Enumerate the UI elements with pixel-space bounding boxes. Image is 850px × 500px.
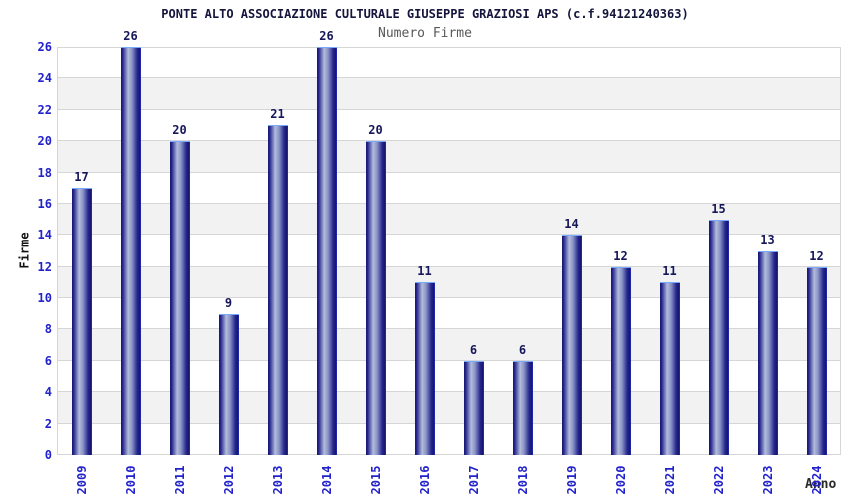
y-tick-label: 18 <box>37 165 52 180</box>
gridline <box>57 265 841 267</box>
x-tick-label: 2018 <box>515 465 530 495</box>
plot-band <box>57 109 841 142</box>
y-axis-title: Firme <box>17 232 32 269</box>
bar-value-label: 15 <box>711 201 726 216</box>
x-tick-label: 2021 <box>662 465 677 495</box>
y-tick-label: 20 <box>37 134 52 149</box>
bar-2016 <box>414 282 435 455</box>
x-tick-label: 2024 <box>809 465 824 495</box>
x-axis-title: Anno <box>805 477 837 492</box>
bar-2010 <box>120 47 141 455</box>
bar-2014 <box>316 47 337 455</box>
gridline <box>57 77 841 79</box>
bar-value-label: 6 <box>469 342 478 357</box>
bar-value-label: 26 <box>319 29 334 43</box>
y-tick-label: 16 <box>37 196 52 211</box>
plot-band <box>57 47 841 79</box>
gridline <box>57 171 841 173</box>
bar-2013 <box>267 125 288 455</box>
x-tick-label: 2016 <box>417 465 432 495</box>
x-tick-label: 2009 <box>74 465 89 495</box>
x-tick-label: 2013 <box>270 465 285 495</box>
gridline <box>57 108 841 110</box>
plot-frame <box>57 47 841 455</box>
gridline <box>57 140 841 142</box>
plot-area: 17 26 20 9 21 26 20 11 6 6 14 12 11 15 13 12 <box>57 29 841 455</box>
bar-2019 <box>561 235 582 455</box>
gridline <box>57 297 841 299</box>
bar-2023 <box>757 251 778 455</box>
y-tick-label: 26 <box>37 40 52 54</box>
bar-value-label: 20 <box>172 123 187 138</box>
bar-value-label: 6 <box>518 342 527 357</box>
bar-value-label: 11 <box>417 264 432 279</box>
bar-2009 <box>71 188 92 455</box>
bar-value-label: 20 <box>368 123 383 138</box>
gridline <box>57 391 841 393</box>
y-tick-label: 8 <box>44 322 52 337</box>
bar-value-label: 12 <box>613 248 628 263</box>
x-tick-label: 2010 <box>123 465 138 495</box>
plot-band <box>57 78 841 110</box>
x-tick-label: 2015 <box>368 465 383 495</box>
bar-2020 <box>610 266 631 455</box>
y-tick-label: 24 <box>37 71 52 86</box>
bar-value-label: 13 <box>760 233 775 247</box>
x-tick-label: 2017 <box>466 465 481 495</box>
y-tick-label: 12 <box>37 259 52 274</box>
y-tick-label: 0 <box>44 448 52 462</box>
y-tick-label: 2 <box>44 416 52 431</box>
bar-value-label: 11 <box>662 264 677 279</box>
gridline <box>57 422 841 424</box>
y-tick-label: 22 <box>37 102 52 117</box>
bar-2011 <box>169 141 190 455</box>
bar-2022 <box>708 219 729 455</box>
gridline <box>57 202 841 204</box>
x-tick-label: 2014 <box>319 465 334 495</box>
x-tick-label: 2020 <box>613 465 628 495</box>
y-tick-label: 4 <box>44 385 52 400</box>
bar-2015 <box>365 141 386 455</box>
x-tick-label: 2019 <box>564 465 579 495</box>
y-tick-label: 10 <box>37 291 52 306</box>
chart-subtitle: Numero Firme <box>378 26 472 41</box>
x-tick-label: 2022 <box>711 465 726 495</box>
bar-value-label: 26 <box>123 29 138 43</box>
bar-value-label: 14 <box>564 217 579 232</box>
x-tick-label: 2012 <box>221 465 236 495</box>
bar-2018 <box>512 360 533 455</box>
bar-2012 <box>218 313 239 455</box>
bar-value-label: 21 <box>270 107 285 122</box>
x-tick-label: 2011 <box>172 465 187 495</box>
gridline <box>57 359 841 361</box>
bar-value-label: 17 <box>74 170 89 185</box>
bar-value-label: 9 <box>224 295 233 310</box>
bar-2017 <box>463 360 484 455</box>
x-tick-label: 2023 <box>760 465 775 495</box>
bar-2024 <box>806 266 827 455</box>
y-tick-label: 14 <box>37 228 52 243</box>
chart-title: PONTE ALTO ASSOCIAZIONE CULTURALE GIUSEP… <box>161 7 689 21</box>
gridline <box>57 234 841 236</box>
y-tick-label: 6 <box>44 353 52 368</box>
gridline <box>57 328 841 330</box>
bar-value-label: 12 <box>809 248 824 263</box>
bar-2021 <box>659 282 680 455</box>
